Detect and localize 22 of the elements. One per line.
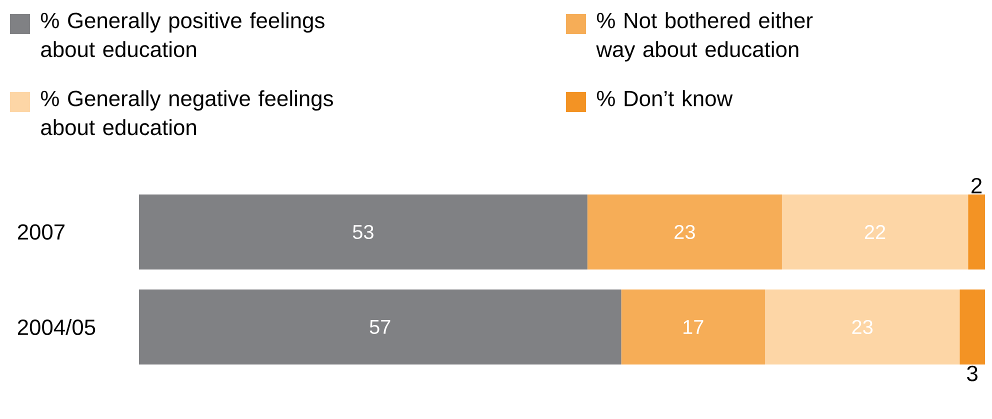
data-label: 17	[684, 320, 704, 334]
bar	[968, 194, 986, 270]
data-label: 3	[967, 366, 978, 382]
legend-label: % Don’t know	[596, 90, 733, 106]
bar	[960, 290, 986, 364]
data-label: 22	[864, 225, 886, 239]
data-label: 53	[352, 224, 374, 240]
y-tick-label: 2007	[18, 224, 64, 240]
bar	[139, 290, 622, 364]
bar	[782, 194, 968, 270]
data-label: 23	[852, 320, 873, 334]
legend-label: % Generally negative feelings about education	[40, 90, 333, 136]
legend-label: % Not bothered either way about education	[596, 12, 813, 62]
data-label: 2	[972, 178, 982, 194]
data-label: 57	[370, 320, 390, 334]
data-label: 23	[674, 224, 695, 240]
legend-label: % Generally positive feelings about education	[40, 12, 324, 58]
bar	[765, 290, 960, 364]
bar	[587, 194, 782, 270]
bar	[621, 290, 766, 364]
y-tick-label: 2004/05	[18, 318, 96, 336]
bar	[139, 194, 588, 270]
